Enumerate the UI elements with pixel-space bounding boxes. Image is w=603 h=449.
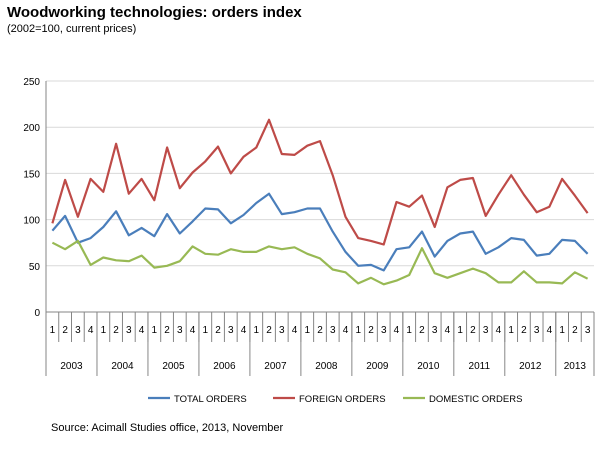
year-label: 2003 — [60, 361, 83, 372]
quarter-label: 3 — [75, 325, 81, 336]
y-tick-label: 0 — [34, 308, 40, 319]
quarter-label: 3 — [330, 325, 336, 336]
chart-title: Woodworking technologies: orders index — [7, 4, 302, 21]
y-tick-label: 200 — [23, 123, 40, 134]
quarter-label: 1 — [101, 325, 107, 336]
quarter-label: 4 — [88, 325, 94, 336]
quarter-label: 4 — [292, 325, 298, 336]
quarter-label: 1 — [406, 325, 412, 336]
quarter-label: 1 — [50, 325, 56, 336]
year-label: 2004 — [111, 361, 134, 372]
quarter-label: 4 — [394, 325, 400, 336]
foreign-orders-line — [51, 118, 589, 246]
quarter-label: 2 — [470, 325, 476, 336]
quarter-label: 4 — [241, 325, 247, 336]
y-tick-label: 150 — [23, 169, 40, 180]
year-label: 2005 — [162, 361, 185, 372]
quarter-label: 3 — [534, 325, 540, 336]
quarter-label: 3 — [228, 325, 234, 336]
quarter-label: 1 — [203, 325, 209, 336]
year-label: 2009 — [366, 361, 389, 372]
quarter-label: 4 — [343, 325, 349, 336]
legend-label-total-orders: TOTAL ORDERS — [174, 394, 247, 405]
gridlines — [46, 80, 594, 313]
y-tick-label: 250 — [23, 77, 40, 88]
quarter-label: 2 — [419, 325, 425, 336]
quarter-label: 3 — [432, 325, 438, 336]
chart-subtitle: (2002=100, current prices) — [7, 23, 137, 35]
year-label: 2006 — [213, 361, 236, 372]
legend-label-domestic-orders: DOMESTIC ORDERS — [429, 394, 522, 405]
quarter-label: 2 — [317, 325, 323, 336]
quarter-label: 3 — [126, 325, 132, 336]
quarter-label: 1 — [304, 325, 310, 336]
year-label: 2013 — [564, 361, 587, 372]
quarter-label: 2 — [521, 325, 527, 336]
quarter-label: 2 — [215, 325, 221, 336]
quarter-label: 3 — [483, 325, 489, 336]
quarter-label: 1 — [508, 325, 514, 336]
year-label: 2007 — [264, 361, 287, 372]
quarter-label: 4 — [496, 325, 502, 336]
quarter-label: 4 — [139, 325, 145, 336]
year-label: 2012 — [519, 361, 542, 372]
domestic-orders-line — [51, 239, 589, 286]
year-label: 2008 — [315, 361, 338, 372]
quarter-label: 3 — [177, 325, 183, 336]
quarter-label: 2 — [62, 325, 68, 336]
quarter-label: 1 — [253, 325, 259, 336]
quarter-label: 4 — [445, 325, 451, 336]
quarter-label: 2 — [572, 325, 578, 336]
quarter-label: 4 — [190, 325, 196, 336]
y-axis: 0 50 100 150 200 250 — [23, 77, 40, 319]
total-orders-line — [51, 192, 589, 272]
source-note: Source: Acimall Studies office, 2013, No… — [51, 422, 284, 434]
year-label: 2010 — [417, 361, 440, 372]
quarter-label: 3 — [585, 325, 591, 336]
legend-label-foreign-orders: FOREIGN ORDERS — [299, 394, 386, 405]
quarter-label: 2 — [266, 325, 272, 336]
quarter-label: 1 — [457, 325, 463, 336]
quarter-label: 1 — [559, 325, 565, 336]
year-label: 2011 — [469, 361, 491, 372]
quarter-label: 2 — [164, 325, 170, 336]
quarter-label: 1 — [152, 325, 158, 336]
quarter-label: 4 — [547, 325, 553, 336]
quarter-label: 2 — [113, 325, 119, 336]
quarter-label: 2 — [368, 325, 374, 336]
y-tick-label: 100 — [23, 216, 40, 227]
legend: TOTAL ORDERS FOREIGN ORDERS DOMESTIC ORDER… — [148, 394, 522, 405]
series-lines — [51, 118, 589, 286]
quarter-label: 3 — [381, 325, 387, 336]
quarter-label: 1 — [355, 325, 361, 336]
quarter-label: 3 — [279, 325, 285, 336]
y-tick-label: 50 — [29, 262, 41, 273]
